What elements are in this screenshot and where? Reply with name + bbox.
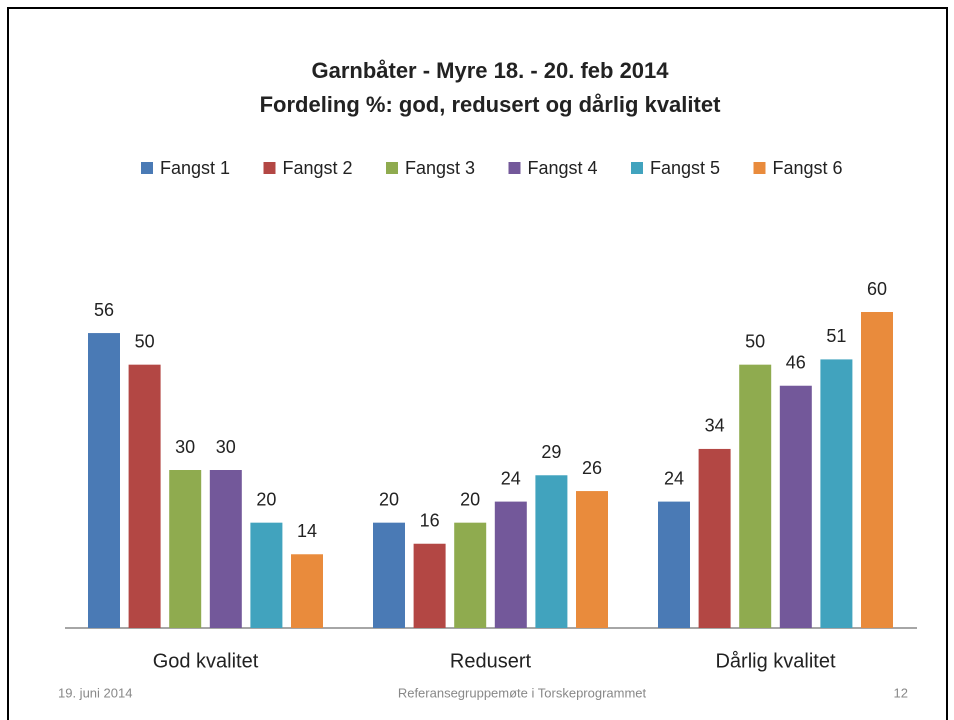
x-tick-label: Redusert (450, 650, 532, 672)
legend-label: Fangst 4 (528, 158, 598, 178)
footer-text: Referansegruppemøte i Torskeprogrammet (398, 685, 647, 700)
data-label: 24 (501, 468, 521, 488)
legend-swatch (263, 162, 276, 174)
bar (454, 522, 487, 628)
bar (291, 554, 323, 628)
data-label: 16 (420, 510, 440, 530)
bar (373, 522, 405, 628)
legend-swatch (753, 162, 766, 174)
bar (209, 470, 242, 628)
legend-swatch (508, 162, 521, 174)
data-label: 60 (867, 279, 887, 299)
data-label: 50 (135, 331, 155, 351)
data-label: 24 (664, 468, 684, 488)
bar (576, 491, 608, 628)
x-tick-label: Dårlig kvalitet (715, 650, 835, 672)
bar (128, 364, 161, 628)
bar (820, 359, 853, 628)
legend-label: Fangst 2 (283, 158, 353, 178)
bar (535, 475, 568, 628)
data-label: 51 (826, 326, 846, 346)
legend-swatch (631, 162, 643, 174)
bar (658, 501, 690, 628)
data-label: 34 (705, 416, 725, 436)
footer-page: 12 (894, 685, 908, 700)
data-label: 29 (541, 442, 561, 462)
bar (494, 501, 527, 628)
data-label: 26 (582, 458, 602, 478)
legend-swatch (386, 162, 398, 174)
data-label: 50 (745, 331, 765, 351)
bar (250, 522, 283, 628)
legend-label: Fangst 1 (160, 158, 230, 178)
x-tick-label: God kvalitet (153, 650, 259, 672)
legend-label: Fangst 6 (773, 158, 843, 178)
legend-swatch (141, 162, 153, 174)
chart-title: Garnbåter - Myre 18. - 20. feb 2014 (311, 58, 669, 83)
bar (779, 385, 812, 628)
data-label: 46 (786, 352, 806, 372)
data-label: 56 (94, 300, 114, 320)
data-label: 20 (460, 489, 480, 509)
data-label: 14 (297, 521, 317, 541)
footer-date: 19. juni 2014 (58, 685, 132, 700)
bar (169, 470, 202, 628)
legend-label: Fangst 3 (405, 158, 475, 178)
data-label: 20 (256, 489, 276, 509)
bar (413, 543, 446, 628)
slide-border (7, 7, 948, 720)
bar (739, 364, 772, 628)
bar (698, 448, 731, 628)
data-label: 30 (175, 437, 195, 457)
data-label: 30 (216, 437, 236, 457)
data-label: 20 (379, 489, 399, 509)
bar (861, 312, 893, 628)
legend-label: Fangst 5 (650, 158, 720, 178)
bar (88, 333, 120, 628)
chart-subtitle: Fordeling %: god, redusert og dårlig kva… (260, 92, 722, 117)
